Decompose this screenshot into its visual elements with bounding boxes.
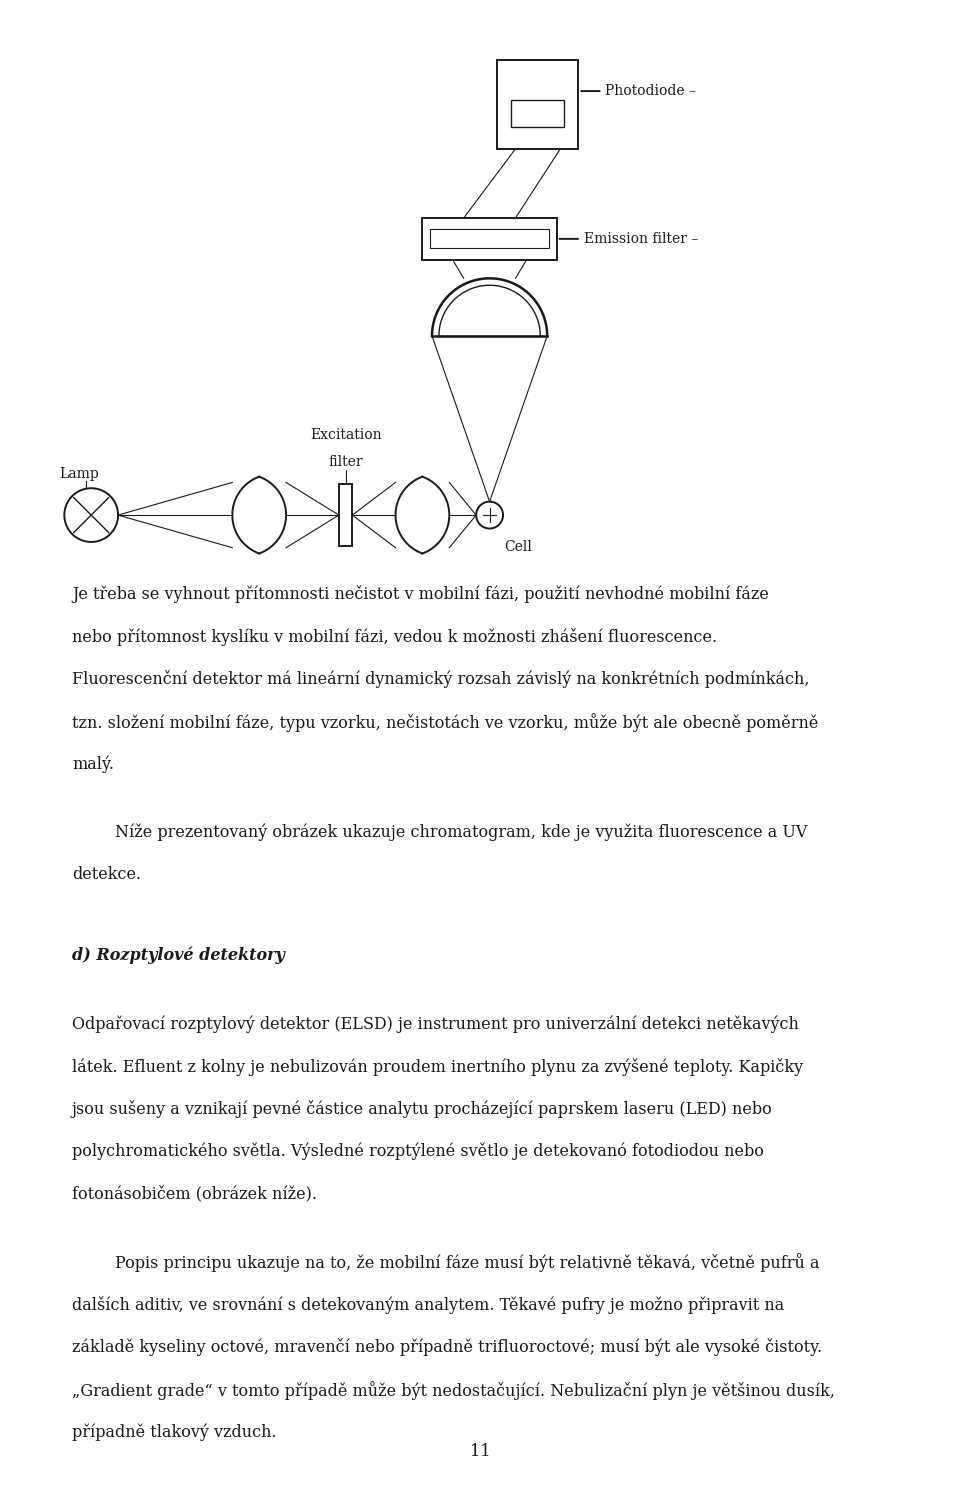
Text: Popis principu ukazuje na to, že mobilní fáze musí být relativně těkavá, včetně : Popis principu ukazuje na to, že mobilní… (115, 1253, 820, 1272)
Bar (512, 100, 564, 127)
Text: Emission filter –: Emission filter – (584, 231, 698, 246)
Text: „Gradient grade“ v tomto případě může být nedostačující. Nebulizační plyn je vět: „Gradient grade“ v tomto případě může bý… (72, 1381, 835, 1400)
Text: Excitation: Excitation (310, 428, 381, 442)
Text: 11: 11 (469, 1444, 491, 1460)
Text: případně tlakový vzduch.: případně tlakový vzduch. (72, 1423, 276, 1441)
Text: d) Rozptylové detektory: d) Rozptylové detektory (72, 947, 285, 964)
Text: základě kyseliny octové, mravenčí nebo případně trifluoroctové; musí být ale vys: základě kyseliny octové, mravenčí nebo p… (72, 1338, 822, 1357)
Text: polychromatického světla. Výsledné rozptýlené světlo je detekovanó fotodiodou ne: polychromatického světla. Výsledné rozpt… (72, 1142, 764, 1160)
Text: malý.: malý. (72, 755, 114, 773)
Text: filter: filter (328, 455, 363, 469)
Bar (430, 230, 549, 248)
Bar (422, 218, 557, 260)
Text: Odpařovací rozptylový detektor (ELSD) je instrument pro univerzální detekci netě: Odpařovací rozptylový detektor (ELSD) je… (72, 1015, 799, 1033)
Text: Níže prezentovaný obrázek ukazuje chromatogram, kde je využita fluorescence a UV: Níže prezentovaný obrázek ukazuje chroma… (115, 824, 807, 841)
Text: Fluorescenční detektor má lineární dynamický rozsah závislý na konkrétních podmí: Fluorescenční detektor má lineární dynam… (72, 670, 809, 688)
Text: fotonásobičem (obrázek níže).: fotonásobičem (obrázek níže). (72, 1185, 317, 1202)
Text: tzn. složení mobilní fáze, typu vzorku, nečistotách ve vzorku, může být ale obec: tzn. složení mobilní fáze, typu vzorku, … (72, 714, 818, 732)
Text: detekce.: detekce. (72, 866, 141, 882)
Bar (497, 60, 578, 149)
Text: Cell: Cell (504, 540, 533, 554)
Bar (339, 484, 352, 546)
Text: nebo přítomnost kyslíku v mobilní fázi, vedou k možnosti zhášení fluorescence.: nebo přítomnost kyslíku v mobilní fázi, … (72, 627, 717, 646)
Text: jsou sušeny a vznikají pevné částice analytu procházející paprskem laseru (LED) : jsou sušeny a vznikají pevné částice ana… (72, 1100, 773, 1118)
Text: Photodiode –: Photodiode – (606, 84, 696, 99)
Text: Lamp: Lamp (60, 467, 99, 481)
Text: dalších aditiv, ve srovnání s detekovaným analytem. Těkavé pufry je možno připra: dalších aditiv, ve srovnání s detekovaný… (72, 1296, 784, 1314)
Text: Je třeba se vyhnout přítomnosti nečistot v mobilní fázi, použití nevhodné mobiln: Je třeba se vyhnout přítomnosti nečistot… (72, 585, 769, 603)
Text: látek. Efluent z kolny je nebulizován proudem inertního plynu za zvýšené teploty: látek. Efluent z kolny je nebulizován pr… (72, 1057, 804, 1075)
